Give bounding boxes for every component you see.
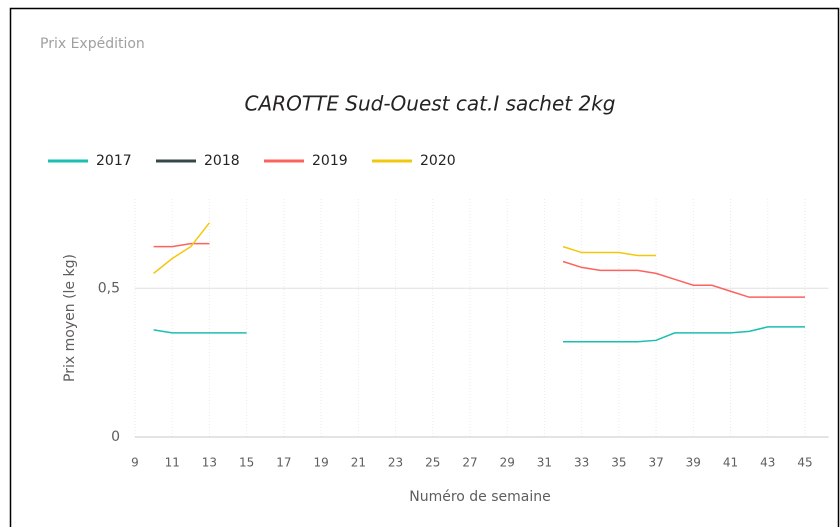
y-tick-label: 0,5 [98,280,120,296]
x-tick-label: 31 [537,456,552,470]
x-tick-label: 19 [313,456,328,470]
series-line [153,222,657,274]
x-tick-label: 45 [797,456,812,470]
x-tick-label: 13 [202,456,217,470]
chart-title: CAROTTE Sud-Ouest cat.I sachet 2kg [245,92,616,116]
x-tick-label: 9 [131,456,139,470]
legend-label: 2019 [312,153,348,169]
x-tick-label: 23 [388,456,403,470]
x-tick-label: 43 [760,456,775,470]
x-tick-label: 25 [425,456,440,470]
series-line [153,242,805,298]
frame [9,7,840,527]
y-axis-label: Prix moyen (le kg) [62,254,78,382]
x-tick-label: 41 [723,456,738,470]
x-tick-label: 37 [648,456,663,470]
x-tick-label: 27 [462,456,477,470]
x-tick-label: 39 [686,456,701,470]
x-tick-label: 21 [351,456,366,470]
x-tick-label: 29 [500,456,515,470]
x-tick-label: 33 [574,456,589,470]
legend-label: 2020 [420,153,456,169]
x-tick-label: 17 [276,456,291,470]
x-tick-label: 35 [611,456,626,470]
series-line [153,326,805,343]
legend-label: 2017 [96,153,132,169]
x-axis-label: Numéro de semaine [409,489,551,505]
x-tick-label: 15 [239,456,254,470]
header: Prix Expédition [40,36,145,52]
legend-label: 2018 [204,153,240,169]
x-tick-label: 11 [165,456,180,470]
y-tick-label: 0 [111,429,120,445]
